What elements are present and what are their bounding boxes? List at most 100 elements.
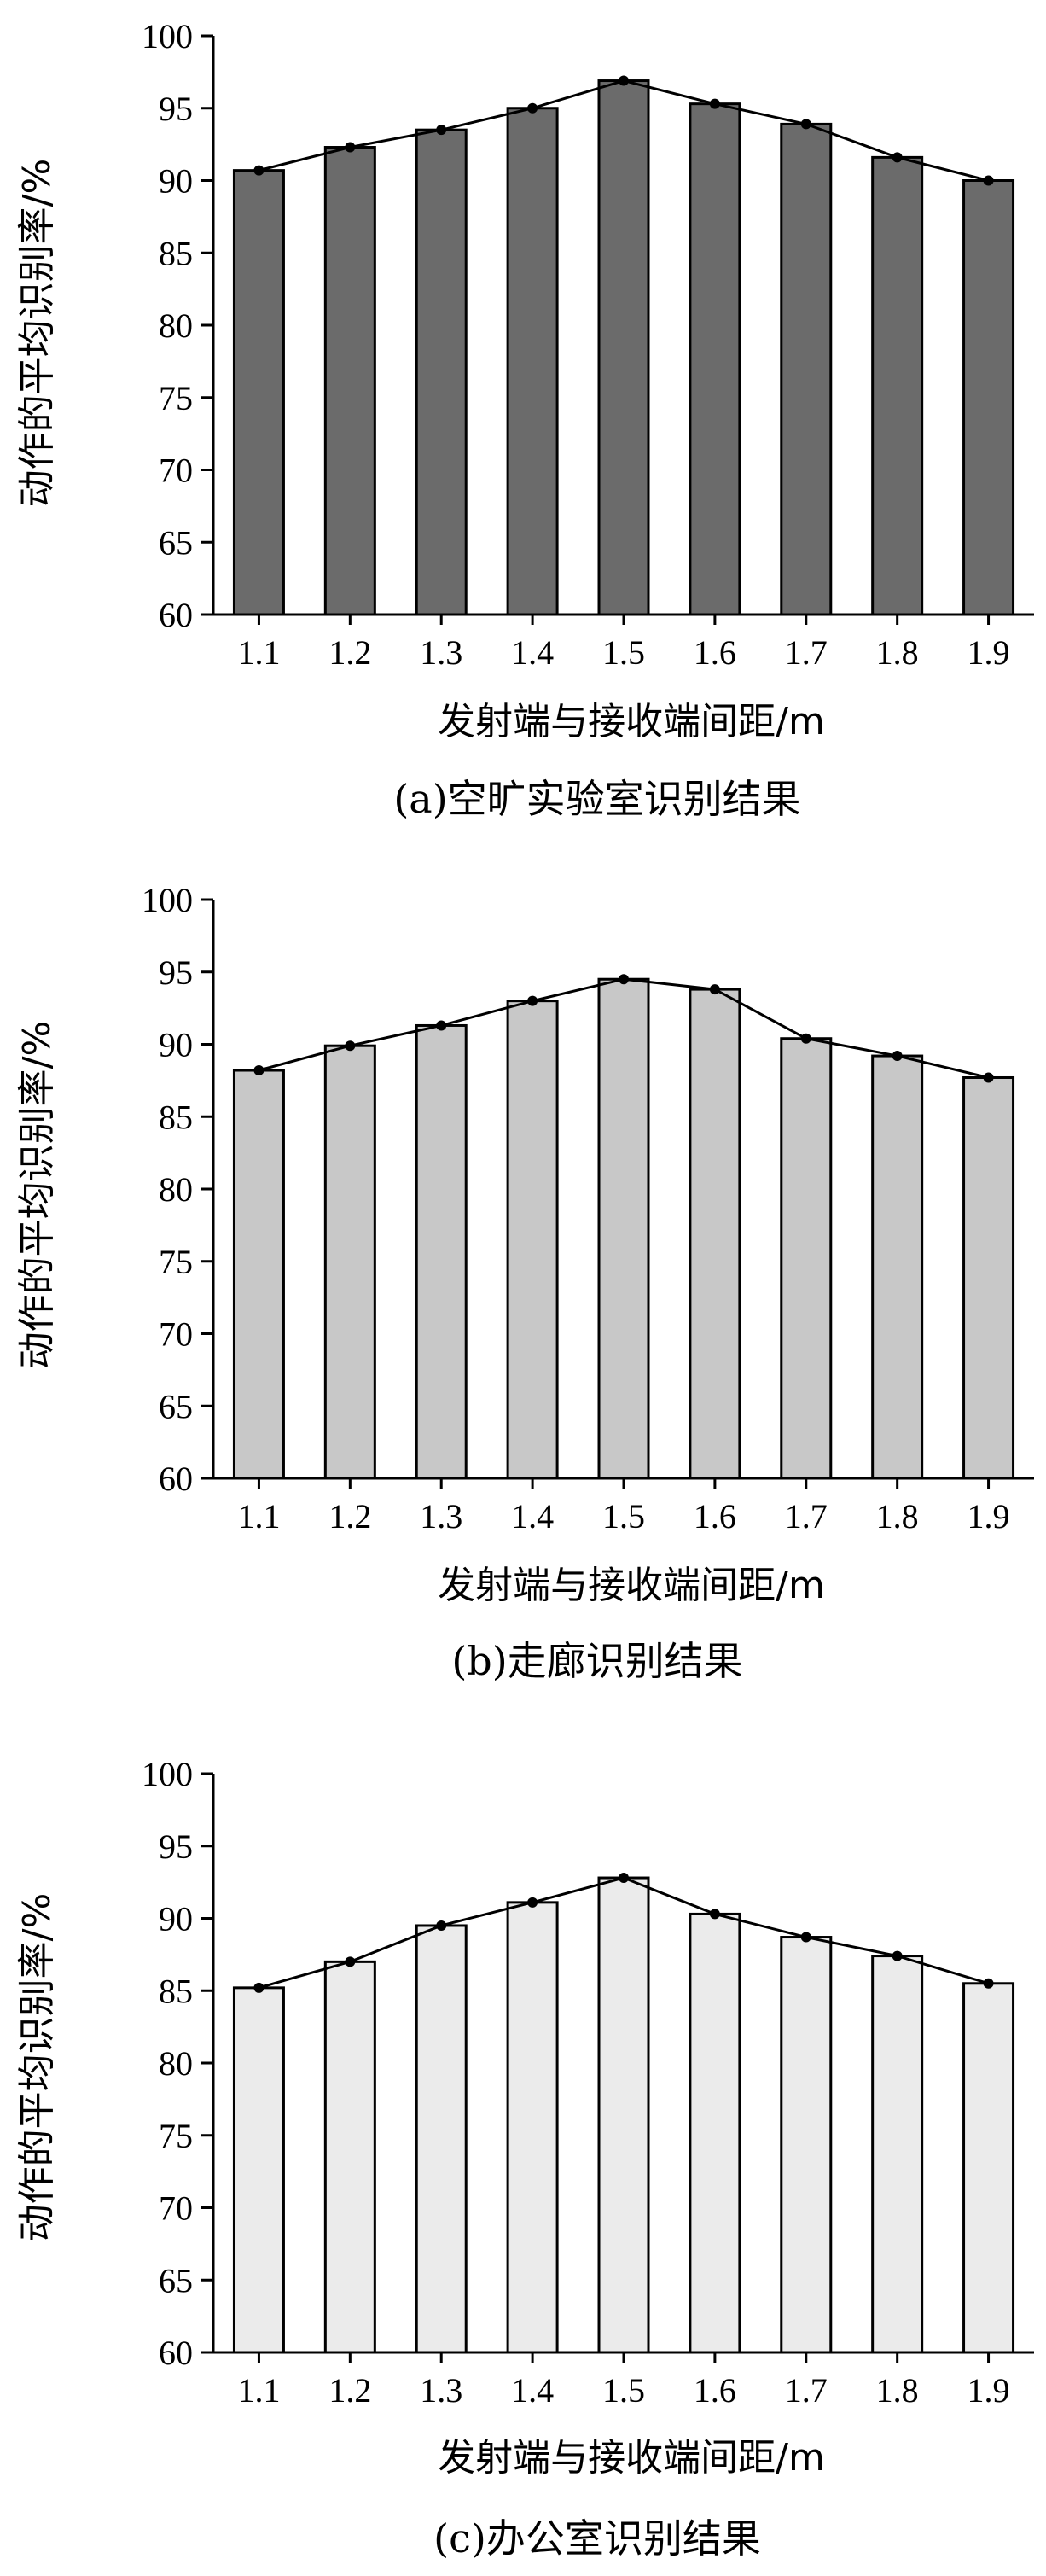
chart-b-bar bbox=[597, 977, 650, 1480]
chart-c-x-tick-label: 1.7 bbox=[785, 2371, 828, 2410]
chart-b-point bbox=[619, 974, 629, 985]
chart-a-point bbox=[527, 102, 538, 114]
chart-a-y-tick-label: 70 bbox=[159, 452, 193, 490]
chart-c-point bbox=[436, 1920, 447, 1931]
chart-a-caption: (a)空旷实验室识别结果 bbox=[393, 776, 800, 822]
chart-c-x-tick-label: 1.9 bbox=[968, 2371, 1010, 2410]
chart-c-y-axis-title: 动作的平均识别率/% bbox=[15, 1893, 59, 2242]
chart-a-y-tick-label: 100 bbox=[142, 17, 193, 55]
chart-b-x-tick-label: 1.7 bbox=[785, 1497, 828, 1536]
chart-a-y-tick-label: 80 bbox=[159, 306, 193, 345]
chart-b-y-tick-label: 60 bbox=[159, 1460, 193, 1498]
chart-a-bar bbox=[871, 155, 924, 616]
chart-b-bar bbox=[323, 1044, 376, 1480]
chart-c-bar bbox=[871, 1955, 924, 2354]
chart-a-y-tick-label: 85 bbox=[159, 234, 193, 272]
chart-a-x-axis-title: 发射端与接收端间距/m bbox=[438, 700, 825, 743]
chart-b-x-tick-label: 1.8 bbox=[876, 1497, 919, 1536]
chart-a-x-tick-label: 1.7 bbox=[785, 633, 828, 672]
chart-a-x-tick-label: 1.8 bbox=[876, 633, 919, 672]
chart-b-bar bbox=[506, 1000, 559, 1480]
chart-b-y-tick-label: 90 bbox=[159, 1026, 193, 1064]
chart-b: 60 65 70 75 80 85 90 95 100 1.1 1.2 1.3 1.4 1.5 1.6 1.7… bbox=[15, 881, 1034, 1684]
chart-c-point bbox=[345, 1956, 356, 1967]
chart-b-point bbox=[527, 995, 538, 1006]
chart-c-bar bbox=[323, 1960, 376, 2354]
chart-a-y-tick-label: 65 bbox=[159, 523, 193, 562]
chart-a: 60 65 70 75 80 85 90 95 100 1.1 1.2 1.3 1.4 1.5 1.6 1.7… bbox=[15, 17, 1034, 822]
chart-b-bar bbox=[232, 1069, 285, 1480]
chart-b-bar bbox=[871, 1054, 924, 1480]
chart-a-x-tick-label: 1.6 bbox=[694, 633, 736, 672]
chart-c-y-tick-label: 85 bbox=[159, 1972, 193, 2010]
chart-a-x-tick-label: 1.9 bbox=[968, 633, 1010, 672]
chart-b-bar bbox=[780, 1037, 833, 1480]
chart-a-point bbox=[619, 75, 629, 86]
chart-a-point bbox=[436, 125, 447, 136]
chart-c-bar bbox=[597, 1876, 650, 2354]
chart-c-y-tick-label: 90 bbox=[159, 1900, 193, 1938]
chart-a-x-tick-label: 1.1 bbox=[237, 633, 280, 672]
chart-b-bar bbox=[689, 988, 741, 1480]
chart-c-point bbox=[983, 1978, 994, 1989]
chart-c-bar bbox=[506, 1901, 559, 2354]
chart-c-point bbox=[800, 1932, 811, 1943]
chart-a-y-axis-title: 动作的平均识别率/% bbox=[15, 159, 59, 508]
chart-b-x-tick-label: 1.9 bbox=[968, 1497, 1010, 1536]
chart-b-y-tick-label: 80 bbox=[159, 1170, 193, 1209]
chart-a-point bbox=[800, 119, 811, 130]
chart-b-x-tick-label: 1.3 bbox=[420, 1497, 462, 1536]
chart-a-x-tick-label: 1.3 bbox=[420, 633, 462, 672]
chart-a-y-tick-label: 75 bbox=[159, 379, 193, 417]
chart-c-bar bbox=[962, 1982, 1015, 2354]
chart-c: 60 65 70 75 80 85 90 95 100 1.1 1.2 1.3 1.4 1.5 1.6 1.7… bbox=[15, 1755, 1034, 2561]
chart-b-y-tick-label: 85 bbox=[159, 1098, 193, 1136]
chart-b-y-tick-label: 70 bbox=[159, 1315, 193, 1354]
chart-c-point bbox=[253, 1982, 264, 1993]
chart-c-plot-area: 60 65 70 75 80 85 90 95 100 1.1 1.2 1.3 1.4 1.5 1.6 1.7… bbox=[142, 1755, 1034, 2410]
chart-a-point bbox=[709, 98, 720, 109]
chart-b-point bbox=[983, 1072, 994, 1083]
chart-c-x-tick-label: 1.5 bbox=[602, 2371, 645, 2410]
chart-b-plot-area: 60 65 70 75 80 85 90 95 100 1.1 1.2 1.3 1.4 1.5 1.6 1.7… bbox=[142, 881, 1034, 1536]
chart-a-point bbox=[253, 165, 264, 176]
chart-b-point bbox=[892, 1051, 903, 1062]
chart-a-bar bbox=[780, 122, 833, 616]
chart-c-bar bbox=[415, 1924, 468, 2354]
chart-c-x-tick-label: 1.1 bbox=[237, 2371, 280, 2410]
chart-c-point bbox=[892, 1950, 903, 1961]
chart-a-bar bbox=[962, 179, 1015, 616]
chart-b-bar bbox=[962, 1075, 1015, 1480]
chart-c-y-tick-label: 80 bbox=[159, 2044, 193, 2083]
chart-b-point bbox=[709, 984, 720, 995]
chart-b-point bbox=[345, 1040, 356, 1052]
chart-b-y-tick-label: 65 bbox=[159, 1387, 193, 1425]
chart-a-x-tick-label: 1.2 bbox=[328, 633, 371, 672]
chart-a-point bbox=[983, 175, 994, 186]
chart-a-x-tick-label: 1.5 bbox=[602, 633, 645, 672]
chart-c-x-tick-label: 1.2 bbox=[328, 2371, 371, 2410]
chart-a-bar bbox=[506, 107, 559, 616]
chart-b-y-axis-title: 动作的平均识别率/% bbox=[15, 1021, 59, 1370]
chart-a-bar bbox=[597, 79, 650, 616]
chart-a-y-tick-label: 95 bbox=[159, 90, 193, 128]
chart-c-point bbox=[527, 1897, 538, 1908]
chart-b-caption: (b)走廊识别结果 bbox=[451, 1638, 742, 1684]
chart-c-y-tick-label: 70 bbox=[159, 2189, 193, 2228]
chart-b-x-tick-label: 1.6 bbox=[694, 1497, 736, 1536]
chart-c-y-tick-label: 95 bbox=[159, 1827, 193, 1866]
chart-c-x-tick-label: 1.6 bbox=[694, 2371, 736, 2410]
chart-c-bar bbox=[232, 1986, 285, 2354]
chart-b-point bbox=[253, 1065, 264, 1076]
chart-c-y-tick-label: 60 bbox=[159, 2334, 193, 2372]
chart-c-x-tick-label: 1.8 bbox=[876, 2371, 919, 2410]
chart-c-y-tick-label: 100 bbox=[142, 1755, 193, 1793]
chart-c-x-tick-label: 1.3 bbox=[420, 2371, 462, 2410]
chart-a-point bbox=[892, 152, 903, 163]
chart-b-bar bbox=[415, 1023, 468, 1480]
chart-c-bar bbox=[780, 1936, 833, 2354]
chart-a-bar bbox=[689, 102, 741, 616]
chart-c-caption: (c)办公室识别结果 bbox=[433, 2515, 761, 2561]
chart-a-bar bbox=[232, 169, 285, 616]
